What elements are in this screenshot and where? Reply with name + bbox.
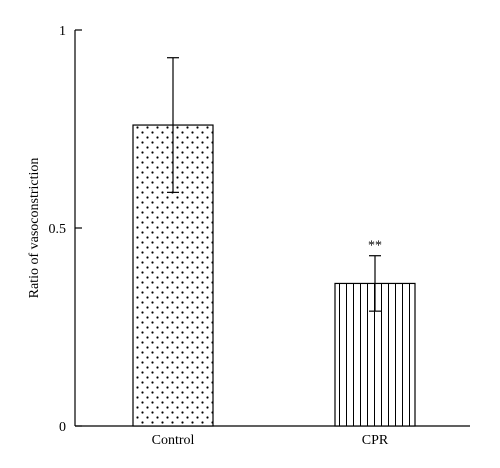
y-tick-label: 0.5	[49, 222, 67, 237]
significance-marker: **	[368, 239, 382, 254]
annotations: **	[368, 239, 382, 254]
y-axis-label: Ratio of vasoconstriction	[27, 158, 42, 299]
x-tick-label: CPR	[362, 433, 389, 448]
y-tick-label: 0	[59, 420, 66, 435]
y-ticks: 00.51	[49, 24, 82, 435]
error-bars	[167, 57, 381, 312]
x-tick-label: Control	[152, 433, 195, 448]
bars	[132, 124, 416, 427]
y-tick-label: 1	[59, 24, 66, 39]
